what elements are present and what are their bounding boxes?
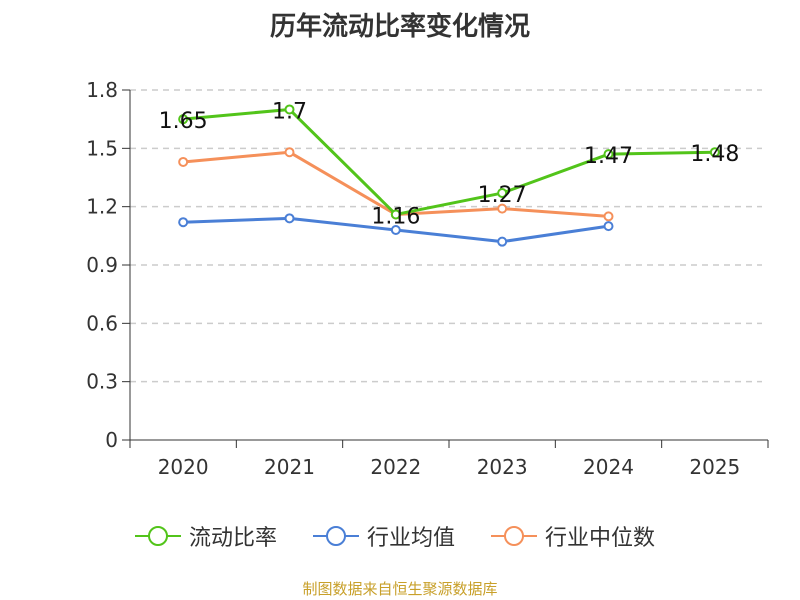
y-tick-label-4: 1.2 <box>86 195 118 219</box>
legend-item-industry-median[interactable]: 行业中位数 <box>489 520 655 552</box>
x-tick-label-2020: 2020 <box>158 455 209 479</box>
y-tick-label-0: 0 <box>105 428 118 452</box>
y-tick-label-6: 1.8 <box>86 78 118 102</box>
y-tick-label-3: 0.9 <box>86 253 118 277</box>
x-tick-label-2023: 2023 <box>477 455 528 479</box>
line-chart: 0 0.3 0.6 0.9 1.2 1.5 1.8 2020 2021 2022 2023 2024 2… <box>86 78 769 479</box>
data-label-s0-2022: 1.16 <box>371 204 420 229</box>
point-s1-2024 <box>603 221 614 232</box>
data-label-s0-2025: 1.48 <box>690 142 739 167</box>
legend-marker-industry-median <box>491 526 537 546</box>
point-s1-2021 <box>284 213 295 224</box>
x-tick-label-2025: 2025 <box>689 455 740 479</box>
legend-label-current-ratio: 流动比率 <box>189 526 278 551</box>
legend-label-industry-mean: 行业均值 <box>367 526 456 551</box>
axes: 0 0.3 0.6 0.9 1.2 1.5 1.8 2020 2021 2022 2023 2024 2… <box>86 78 769 479</box>
data-labels: 1.65 1.7 1.16 1.27 1.47 1.48 <box>159 99 740 229</box>
data-label-s0-2021: 1.7 <box>272 99 307 124</box>
legend-item-current-ratio[interactable]: 流动比率 <box>133 520 277 552</box>
data-label-s0-2020: 1.65 <box>159 109 208 134</box>
x-tick-label-2024: 2024 <box>583 455 634 479</box>
point-s2-2024 <box>603 211 614 222</box>
point-s2-2020 <box>178 156 189 167</box>
source-note: 制图数据来自恒生聚源数据库 <box>302 580 498 598</box>
legend-label-industry-median: 行业中位数 <box>545 526 656 551</box>
point-s2-2021 <box>284 147 295 158</box>
point-s0-2021 <box>284 104 295 115</box>
legend-item-industry-mean[interactable]: 行业均值 <box>311 520 455 552</box>
point-s1-2023 <box>497 236 508 247</box>
y-tick-label-1: 0.3 <box>86 370 118 394</box>
legend-marker-current-ratio <box>135 526 181 546</box>
legend-marker-industry-mean <box>313 526 359 546</box>
data-label-s0-2023: 1.27 <box>478 183 527 208</box>
point-s0-2020 <box>178 114 189 125</box>
point-s2-2023 <box>497 203 508 214</box>
chart-title: 历年流动比率变化情况 <box>269 12 530 42</box>
point-s0-2022 <box>390 209 401 220</box>
point-s1-2022 <box>390 225 401 235</box>
series-lines <box>178 104 720 247</box>
y-tick-label-2: 0.6 <box>86 311 118 335</box>
point-s0-2023 <box>497 188 508 199</box>
point-s1-2020 <box>178 217 189 228</box>
point-s0-2025 <box>709 147 720 158</box>
x-tick-label-2021: 2021 <box>264 455 315 479</box>
legend: 流动比率 行业均值 行业中位数 <box>0 520 800 554</box>
y-tick-label-5: 1.5 <box>86 136 118 160</box>
point-s0-2024 <box>603 149 614 160</box>
series-line-0 <box>183 107 715 216</box>
x-tick-label-2022: 2022 <box>370 455 421 479</box>
data-label-s0-2024: 1.47 <box>584 144 633 169</box>
